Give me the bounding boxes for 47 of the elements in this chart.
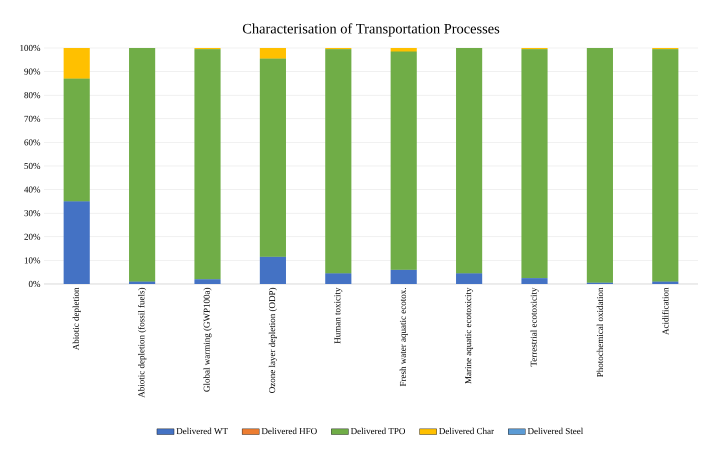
y-tick-label: 30%: [24, 210, 40, 216]
x-tick-label: Abiotic depletion (fossil fuels): [138, 288, 146, 398]
bar: [260, 256, 286, 284]
x-tick-label: Terrestrial ecotoxicity: [530, 288, 539, 366]
x-tick-label: Global warming (GWP100a): [203, 288, 212, 392]
x-tick-label: Fresh water aquatic ecotox.: [400, 288, 408, 386]
legend-label: Delivered HFO: [262, 428, 317, 434]
x-tick-label: Human toxicity: [334, 288, 342, 344]
chart-title: Characterisation of Transportation Processes: [242, 23, 500, 36]
legend-label: Delivered TPO: [350, 428, 405, 434]
y-tick-label: 100%: [20, 44, 40, 52]
bar: [586, 48, 613, 283]
y-tick-label: 10%: [24, 257, 40, 264]
y-tick-label: 80%: [24, 92, 40, 98]
y-tick-label: 90%: [24, 68, 40, 75]
bar: [194, 279, 221, 284]
bar: [325, 273, 352, 284]
y-tick-label: 70%: [24, 116, 40, 122]
bar: [456, 273, 482, 284]
bar: [129, 48, 156, 282]
bar: [64, 78, 90, 202]
x-tick-label: Photochemical oxidation: [596, 288, 604, 377]
y-tick-label: 60%: [24, 139, 40, 146]
x-tick-label: Ozone layer depletion (ODP): [268, 288, 277, 393]
bar: [390, 270, 417, 284]
bar: [194, 49, 221, 280]
legend-label: Delivered Char: [439, 428, 494, 434]
legend-label: Delivered Steel: [528, 428, 584, 434]
bar: [652, 49, 678, 282]
bar: [64, 201, 90, 284]
bar: [456, 48, 482, 274]
bar: [325, 49, 352, 274]
x-tick-label: Abiotic depletion: [72, 288, 81, 350]
x-tick-label: Marine aquatic ecotoxicity: [465, 288, 474, 384]
bar: [390, 52, 417, 270]
legend-label: Delivered WT: [176, 428, 228, 434]
y-tick-label: 50%: [24, 162, 40, 170]
bar: [521, 49, 548, 278]
bar: [521, 278, 548, 284]
bar: [390, 48, 417, 52]
y-tick-label: 0%: [28, 280, 40, 288]
y-tick-label: 40%: [24, 186, 40, 193]
y-tick-label: 20%: [24, 234, 40, 240]
x-tick-label: Acidification: [662, 288, 669, 335]
bar: [64, 48, 90, 79]
bar: [260, 58, 286, 257]
bar: [260, 48, 286, 59]
